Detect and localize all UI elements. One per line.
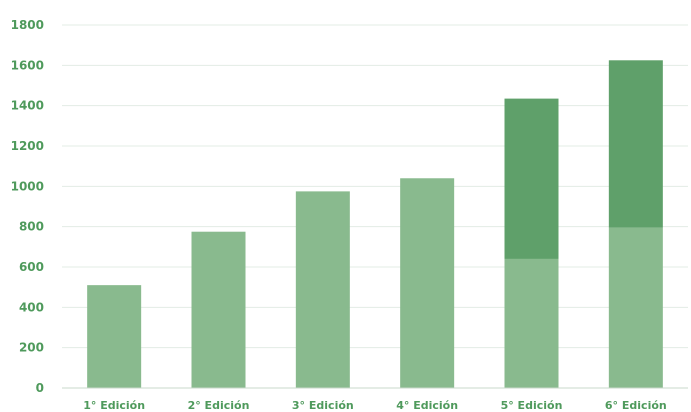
- x-category-label: 4° Edición: [396, 399, 458, 412]
- bar-segment-1: [87, 285, 142, 388]
- bar-segment-1: [608, 227, 663, 388]
- y-tick-label: 800: [19, 220, 44, 234]
- bar-segment-1: [400, 178, 455, 388]
- bar-segment-1: [504, 258, 559, 388]
- bar-segment-1: [191, 231, 246, 388]
- y-tick-label: 1600: [11, 58, 44, 72]
- x-category-label: 6° Edición: [605, 399, 667, 412]
- y-tick-label: 200: [19, 341, 44, 355]
- gridlines: [62, 24, 688, 349]
- y-tick-label: 400: [19, 300, 44, 314]
- y-tick-label: 600: [19, 260, 44, 274]
- y-tick-label: 0: [36, 381, 44, 395]
- y-axis-tick-labels: 0 200 400 600 800 1000 1200 1400 1600 1800: [11, 18, 44, 395]
- y-tick-label: 1400: [11, 99, 44, 113]
- bar-segment-2: [608, 60, 663, 228]
- y-tick-label: 1200: [11, 139, 44, 153]
- y-tick-label: 1800: [11, 18, 44, 32]
- x-category-label: 1° Edición: [83, 399, 145, 412]
- x-axis-category-labels: 1° Edición 2° Edición 3° Edición 4° Edición…: [83, 399, 666, 412]
- x-category-label: 5° Edición: [501, 399, 563, 412]
- y-tick-label: 1000: [11, 179, 44, 193]
- x-category-label: 3° Edición: [292, 399, 354, 412]
- bar-segment-2: [504, 98, 559, 259]
- bar-segment-1: [295, 191, 350, 388]
- x-category-label: 2° Edición: [188, 399, 250, 412]
- bars: [87, 60, 663, 388]
